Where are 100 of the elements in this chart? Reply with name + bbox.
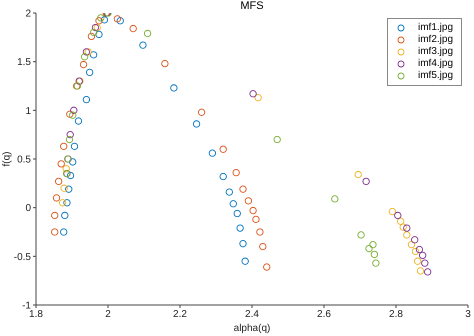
point bbox=[372, 259, 380, 267]
x-tick-label: 1.8 bbox=[29, 309, 44, 320]
point bbox=[403, 224, 410, 232]
point bbox=[416, 267, 424, 275]
point bbox=[357, 231, 365, 239]
point bbox=[51, 212, 58, 220]
point bbox=[365, 244, 373, 252]
point bbox=[65, 186, 72, 193]
point bbox=[66, 172, 74, 180]
x-tick-label: 2.8 bbox=[389, 309, 404, 320]
point bbox=[418, 252, 426, 260]
point bbox=[239, 186, 247, 193]
point bbox=[97, 14, 104, 22]
point bbox=[144, 30, 152, 38]
point bbox=[70, 142, 78, 150]
point bbox=[230, 200, 237, 208]
point bbox=[388, 208, 396, 216]
point bbox=[198, 108, 206, 116]
point bbox=[370, 250, 378, 258]
point bbox=[70, 106, 78, 114]
point bbox=[95, 17, 103, 24]
point bbox=[208, 150, 216, 157]
point bbox=[252, 216, 260, 223]
point bbox=[130, 24, 137, 32]
point bbox=[421, 259, 428, 267]
point bbox=[400, 223, 407, 231]
legend-label: imf1.jpg bbox=[418, 22, 453, 34]
point bbox=[256, 228, 264, 236]
y-tick-label: -1 bbox=[22, 300, 32, 312]
point bbox=[58, 199, 66, 206]
point bbox=[254, 94, 262, 102]
point bbox=[263, 263, 270, 271]
point bbox=[90, 51, 98, 59]
chart-title: MFS bbox=[239, 0, 265, 12]
point bbox=[62, 165, 70, 172]
point bbox=[424, 268, 432, 276]
y-tick-label: 2 bbox=[25, 8, 32, 20]
point bbox=[403, 231, 410, 239]
point bbox=[86, 68, 94, 76]
point bbox=[414, 258, 422, 265]
point bbox=[69, 158, 76, 166]
point bbox=[416, 246, 424, 254]
point bbox=[100, 16, 108, 24]
point bbox=[411, 236, 418, 244]
point bbox=[408, 241, 416, 248]
point bbox=[66, 110, 74, 118]
point bbox=[61, 212, 68, 220]
point bbox=[52, 194, 60, 202]
point bbox=[331, 195, 338, 203]
point bbox=[139, 41, 147, 49]
point bbox=[234, 210, 241, 218]
y-tick-label: -0.5 bbox=[14, 252, 32, 263]
legend-label: imf4.jpg bbox=[418, 58, 453, 70]
x-tick-label: 3 bbox=[465, 309, 472, 320]
point bbox=[69, 112, 76, 119]
point bbox=[60, 184, 68, 192]
point bbox=[232, 168, 240, 176]
x-tick-label: 2.6 bbox=[317, 309, 332, 320]
point bbox=[242, 258, 249, 265]
point bbox=[369, 241, 377, 248]
point bbox=[397, 218, 404, 225]
y-tick-label: 0.5 bbox=[17, 154, 32, 166]
point bbox=[63, 199, 71, 206]
x-tick-label: 2.2 bbox=[173, 309, 188, 320]
y-axis-title: f(q) bbox=[2, 152, 13, 166]
legend-label: imf2.jpg bbox=[418, 34, 453, 46]
point bbox=[51, 228, 58, 236]
point bbox=[236, 224, 244, 232]
point bbox=[80, 60, 88, 68]
point bbox=[192, 120, 200, 128]
point bbox=[259, 242, 266, 250]
legend-label: imf3.jpg bbox=[418, 46, 453, 58]
point bbox=[412, 248, 420, 256]
point bbox=[220, 146, 227, 153]
point bbox=[58, 160, 65, 168]
point bbox=[226, 188, 233, 196]
point bbox=[114, 15, 122, 22]
point bbox=[249, 90, 257, 98]
legend-label: imf5.jpg bbox=[418, 70, 453, 82]
point bbox=[88, 32, 96, 40]
point bbox=[80, 53, 88, 60]
point bbox=[244, 197, 252, 205]
point bbox=[394, 212, 402, 220]
x-tick-label: 2 bbox=[105, 309, 112, 320]
point bbox=[82, 96, 90, 104]
point bbox=[95, 30, 103, 38]
y-tick-label: 1.5 bbox=[17, 57, 32, 68]
point bbox=[239, 240, 247, 248]
y-tick-label: 1 bbox=[25, 106, 32, 117]
point bbox=[354, 170, 362, 178]
point bbox=[274, 136, 281, 144]
point bbox=[220, 172, 227, 180]
point bbox=[170, 84, 178, 92]
point bbox=[66, 136, 74, 144]
point bbox=[249, 206, 257, 214]
point bbox=[362, 178, 370, 186]
x-axis-title: alpha(q) bbox=[234, 323, 270, 334]
point bbox=[161, 60, 169, 68]
x-tick-label: 2.4 bbox=[245, 309, 260, 320]
point bbox=[116, 17, 124, 24]
